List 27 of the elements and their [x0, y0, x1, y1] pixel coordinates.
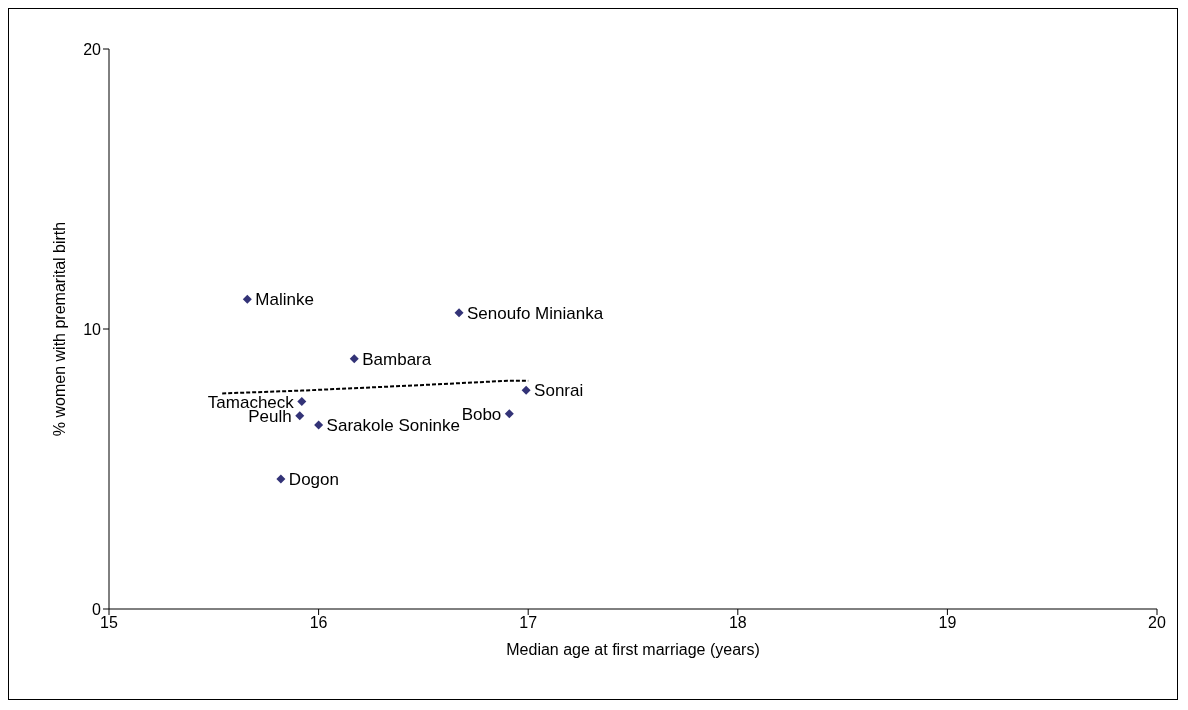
- x-tick-label: 18: [728, 614, 747, 632]
- annotation: Malinke: [255, 290, 314, 310]
- point: [242, 294, 252, 304]
- x-tick-label: 16: [309, 614, 328, 632]
- point: [314, 420, 324, 430]
- annotation: Bobo: [461, 404, 502, 424]
- annotation: Senoufo Minianka: [467, 303, 604, 323]
- x-tick-label: 17: [519, 614, 538, 632]
- x-tick-label: 15: [100, 614, 118, 632]
- point: [276, 474, 286, 484]
- y-tick-label: 10: [83, 320, 102, 338]
- point: [504, 409, 514, 419]
- annotation: Bambara: [362, 349, 432, 369]
- annotation: Sarakole Soninke: [326, 416, 460, 436]
- point: [297, 397, 307, 407]
- x-axis-title: Median age at first marriage (years): [506, 641, 760, 659]
- x-tick-label: 20: [1148, 614, 1166, 632]
- annotation: Sonrai: [534, 381, 584, 401]
- point: [295, 411, 305, 421]
- annotation: Dogon: [288, 470, 339, 490]
- point: [521, 385, 531, 395]
- y-tick-label: 0: [92, 600, 102, 618]
- point: [454, 308, 464, 318]
- x-tick-label: 19: [938, 614, 957, 632]
- point: [349, 354, 359, 364]
- y-tick-label: 20: [83, 40, 102, 58]
- y-axis-title: % women with premarital birth: [50, 221, 68, 437]
